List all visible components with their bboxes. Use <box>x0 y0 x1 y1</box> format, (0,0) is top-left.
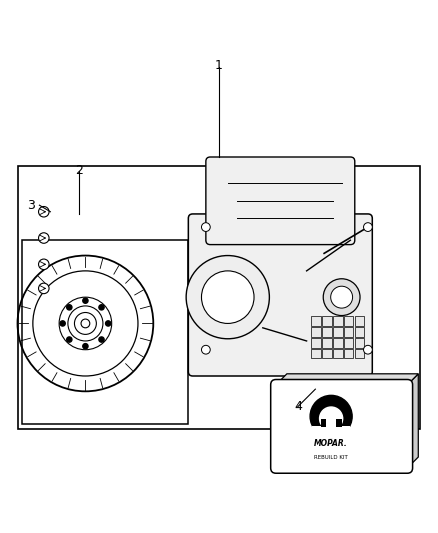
Circle shape <box>67 337 72 342</box>
Bar <box>322 338 332 348</box>
Bar <box>355 316 364 326</box>
Bar <box>333 338 343 348</box>
Circle shape <box>39 233 49 243</box>
Bar <box>344 338 353 348</box>
Circle shape <box>67 305 72 310</box>
Bar <box>311 327 321 336</box>
Bar <box>355 338 364 348</box>
Circle shape <box>364 223 372 231</box>
Bar <box>322 316 332 326</box>
Bar <box>333 327 343 336</box>
Circle shape <box>201 345 210 354</box>
FancyBboxPatch shape <box>321 419 326 427</box>
Circle shape <box>320 407 343 430</box>
Bar <box>22 240 188 424</box>
Bar <box>311 349 321 359</box>
Polygon shape <box>276 374 418 385</box>
Bar <box>344 316 353 326</box>
Bar <box>311 316 321 326</box>
Text: 3: 3 <box>27 199 35 212</box>
Circle shape <box>310 395 352 438</box>
Circle shape <box>186 255 269 339</box>
Polygon shape <box>407 374 418 468</box>
Circle shape <box>323 279 360 316</box>
FancyBboxPatch shape <box>336 419 342 427</box>
Text: 2: 2 <box>75 164 83 176</box>
Circle shape <box>99 305 104 310</box>
Circle shape <box>60 321 65 326</box>
Bar <box>344 349 353 359</box>
Circle shape <box>83 344 88 349</box>
Bar <box>344 327 353 336</box>
Circle shape <box>364 345 372 354</box>
Bar <box>322 327 332 336</box>
Circle shape <box>331 286 353 308</box>
Text: 4: 4 <box>294 400 302 413</box>
Bar <box>311 338 321 348</box>
Circle shape <box>39 259 49 270</box>
Circle shape <box>106 321 111 326</box>
Text: REBUILD KIT: REBUILD KIT <box>314 455 348 459</box>
FancyBboxPatch shape <box>271 379 413 473</box>
Circle shape <box>99 337 104 342</box>
Bar <box>322 349 332 359</box>
Bar <box>18 166 420 429</box>
FancyBboxPatch shape <box>206 157 355 245</box>
Circle shape <box>39 283 49 294</box>
FancyBboxPatch shape <box>188 214 372 376</box>
Circle shape <box>201 223 210 231</box>
FancyBboxPatch shape <box>312 426 350 439</box>
Bar <box>355 349 364 359</box>
Bar <box>333 316 343 326</box>
Circle shape <box>83 298 88 303</box>
Circle shape <box>39 206 49 217</box>
Circle shape <box>201 271 254 324</box>
Bar <box>355 327 364 336</box>
Text: MOPAR.: MOPAR. <box>314 439 348 448</box>
Bar <box>333 349 343 359</box>
Text: 1: 1 <box>215 59 223 71</box>
